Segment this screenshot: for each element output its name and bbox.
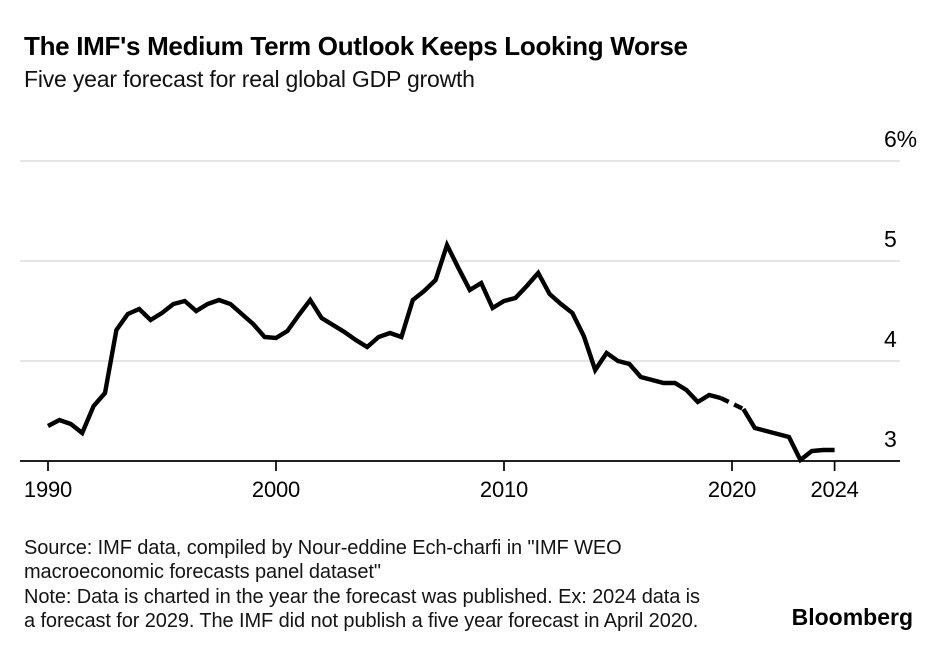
x-axis-label: 2020	[707, 477, 757, 502]
y-axis-label: 5	[884, 226, 897, 252]
forecast-line	[741, 407, 835, 464]
y-axis-label: 3	[884, 426, 897, 452]
note-text-line: Note: Data is charted in the year the fo…	[24, 585, 700, 608]
x-axis-label: 2024	[810, 477, 859, 502]
y-axis-label: 6%	[884, 126, 917, 152]
y-axis-label: 4	[884, 326, 897, 352]
bloomberg-logo: Bloomberg	[791, 604, 913, 630]
forecast-line-dashed-gap	[719, 396, 745, 411]
note-text-line: a forecast for 2029. The IMF did not pub…	[24, 609, 699, 632]
x-axis-label: 2010	[479, 477, 529, 502]
x-axis-label: 1990	[23, 477, 73, 502]
source-text-line: macroeconomic forecasts panel dataset"	[24, 561, 381, 584]
x-axis-label: 2000	[251, 477, 301, 502]
chart-title: The IMF's Medium Term Outlook Keeps Look…	[24, 31, 688, 61]
chart-subtitle: Five year forecast for real global GDP g…	[24, 66, 475, 92]
source-note-block: Source: IMF data, compiled by Nour-eddin…	[24, 536, 700, 633]
forecast-line	[46, 239, 722, 437]
source-text-line: Source: IMF data, compiled by Nour-eddin…	[24, 537, 622, 559]
